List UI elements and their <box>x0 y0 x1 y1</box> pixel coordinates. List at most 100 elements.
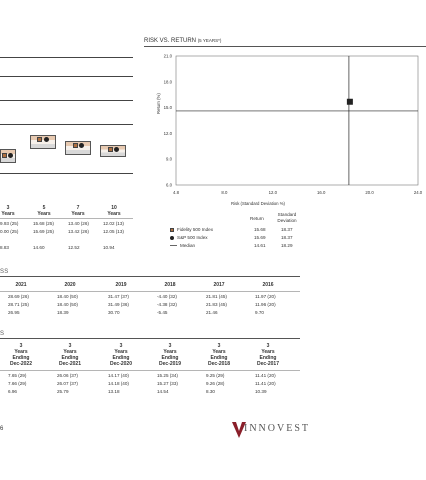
legend-item-index: S&P 500 Index <box>170 235 208 240</box>
rolling-cell: 13.18 <box>108 389 120 394</box>
fund-marker-7yr <box>73 143 78 148</box>
period-cell: 15.68 (25) <box>33 221 54 226</box>
year-header: 2016 <box>262 282 274 288</box>
rolling-header: 3 Years Ending Dec-2019 <box>159 343 181 367</box>
range-box-7yr <box>65 141 91 155</box>
rolling-cell: 26.06 (37) <box>57 373 78 378</box>
legend-item-fund: Fidelity 500 Index <box>170 227 213 232</box>
rolling-cell: 10.39 <box>255 389 267 394</box>
year-header: 2020 <box>64 282 76 288</box>
period-cell: 9.93 (25) <box>0 221 19 226</box>
range-box-10yr <box>100 145 126 157</box>
x-tick-label: 8.0 <box>221 190 228 195</box>
section-title: S <box>0 331 5 337</box>
year-header: 2018 <box>164 282 176 288</box>
rolling-cell: 14.18 (40) <box>108 381 129 386</box>
calendar-cell: 18.40 (50) <box>57 302 78 307</box>
period-cell: 13.40 (26) <box>68 221 89 226</box>
calendar-cell: 21.83 (45) <box>206 302 227 307</box>
calendar-cell: 9.70 <box>255 310 264 315</box>
period-median: 10.94 <box>103 245 115 250</box>
calendar-cell: 11.97 (20) <box>255 294 276 299</box>
y-tick-label: 21.0 <box>164 54 173 59</box>
rolling-cell: 7.65 (29) <box>8 373 27 378</box>
risk-return-title: RISK VS. RETURN (5 YEARS*) <box>144 38 222 44</box>
calendar-cell: 21.46 <box>206 310 218 315</box>
year-header: 2017 <box>213 282 225 288</box>
rolling-header: 3 Years Ending Dec-2017 <box>257 343 279 367</box>
plot-frame <box>175 55 419 186</box>
x-axis-label: Risk (Standard Deviation %) <box>231 201 285 206</box>
rolling-cell: 15.27 (33) <box>157 381 178 386</box>
v-logo-icon <box>232 422 246 438</box>
fund-marker-10yr <box>108 147 113 152</box>
line-icon <box>170 245 177 246</box>
period-cell: 13.42 (26) <box>68 229 89 234</box>
rolling-cell: 7.66 (29) <box>8 381 27 386</box>
rolling-cell: 9.25 (29) <box>206 373 225 378</box>
period-header-10: 10 Years <box>107 205 121 217</box>
calendar-cell: -5.45 <box>157 310 168 315</box>
x-tick-label: 4.8 <box>173 190 180 195</box>
calendar-cell: 28.71 (25) <box>8 302 29 307</box>
calendar-cell: 11.96 (20) <box>255 302 276 307</box>
index-marker-7yr <box>79 143 84 148</box>
y-tick-label: 6.0 <box>166 183 173 188</box>
index-marker-10yr <box>114 147 119 152</box>
period-header-5: 5 Years <box>37 205 51 217</box>
index-marker-3yr <box>8 153 13 158</box>
period-cell: 0.00 (25) <box>0 229 19 234</box>
calendar-cell: 28.69 (26) <box>8 294 29 299</box>
x-tick-label: 12.0 <box>269 190 278 195</box>
x-tick-label: 24.0 <box>414 190 423 195</box>
calendar-cell: 30.70 <box>108 310 120 315</box>
x-tick-label: 16.0 <box>317 190 326 195</box>
year-header: 2019 <box>115 282 127 288</box>
calendar-cell: 18.40 (50) <box>57 294 78 299</box>
legend-header-std: Standard Deviation <box>277 212 297 223</box>
rolling-cell: 6.96 <box>8 389 17 394</box>
rolling-cell: 11.41 (20) <box>255 381 276 386</box>
index-marker-5yr <box>44 137 49 142</box>
fund-point <box>346 98 353 105</box>
rolling-cell: 26.07 (37) <box>57 381 78 386</box>
calendar-cell: 18.39 <box>57 310 69 315</box>
rolling-cell: 15.25 (34) <box>157 373 178 378</box>
range-box-5yr <box>30 135 56 149</box>
rolling-cell: 9.26 (28) <box>206 381 225 386</box>
calendar-cell: 31.47 (37) <box>108 294 129 299</box>
dot-icon <box>170 235 174 240</box>
calendar-cell: 31.49 (36) <box>108 302 129 307</box>
fund-marker-5yr <box>37 137 42 142</box>
rolling-cell: 8.30 <box>206 389 215 394</box>
calendar-cell: 21.81 (45) <box>206 294 227 299</box>
period-cell: 12.02 (13) <box>103 221 124 226</box>
legend-header-return: Return <box>250 216 264 221</box>
year-header: 2021 <box>15 282 27 288</box>
section-title: SS <box>0 269 9 275</box>
y-tick-label: 18.0 <box>164 79 173 84</box>
calendar-cell: -4.40 (32) <box>157 294 177 299</box>
calendar-cell: -4.38 (32) <box>157 302 177 307</box>
rolling-cell: 25.79 <box>57 389 69 394</box>
rolling-header: 3 Years Ending Dec-2021 <box>59 343 81 367</box>
period-header-7: 7 Years <box>71 205 85 217</box>
rolling-header: 3 Years Ending Dec-2022 <box>10 343 32 367</box>
y-tick-label: 12.0 <box>164 131 173 136</box>
period-median: 14.60 <box>33 245 45 250</box>
rolling-cell: 14.17 (40) <box>108 373 129 378</box>
legend-item-median: Median <box>170 243 195 248</box>
fund-marker-3yr <box>2 153 7 158</box>
period-median: 8.83 <box>0 245 9 250</box>
x-tick-label: 20.0 <box>365 190 374 195</box>
y-tick-label: 15.0 <box>164 105 173 110</box>
period-cell: 15.69 (25) <box>33 229 54 234</box>
calendar-cell: 26.95 <box>8 310 20 315</box>
period-median: 12.52 <box>68 245 80 250</box>
rolling-cell: 14.54 <box>157 389 169 394</box>
square-icon <box>170 227 174 232</box>
rolling-header: 3 Years Ending Dec-2018 <box>208 343 230 367</box>
rolling-header: 3 Years Ending Dec-2020 <box>110 343 132 367</box>
brand-text: INNOVEST <box>244 423 310 434</box>
risk-return-chart: 21.0 18.0 15.0 12.0 9.0 6.04.8 8.0 12.0 16.0 20.0… <box>164 54 423 196</box>
